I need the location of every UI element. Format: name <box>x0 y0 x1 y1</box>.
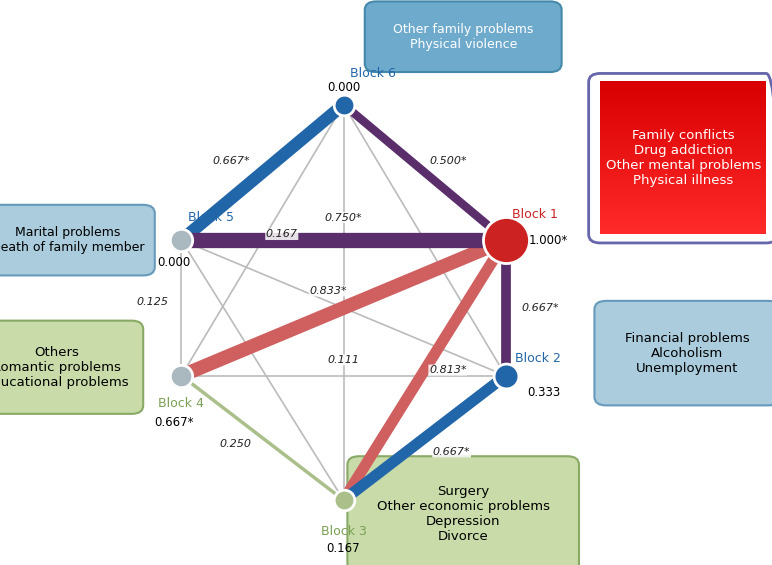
Text: 0.250: 0.250 <box>219 438 252 449</box>
Text: Others
Romantic problems
Educational problems: Others Romantic problems Educational pro… <box>0 346 129 389</box>
Point <box>499 371 512 380</box>
FancyBboxPatch shape <box>594 301 772 406</box>
Text: Block 1: Block 1 <box>512 208 558 221</box>
Text: 0.667*: 0.667* <box>433 447 470 457</box>
Text: 0.667*: 0.667* <box>522 303 559 313</box>
Text: Block 6: Block 6 <box>350 67 396 80</box>
Text: 0.813*: 0.813* <box>429 365 466 375</box>
Text: 0.500*: 0.500* <box>429 156 466 166</box>
FancyBboxPatch shape <box>0 321 144 414</box>
Text: 0.125: 0.125 <box>136 297 168 307</box>
Text: Financial problems
Alcoholism
Unemployment: Financial problems Alcoholism Unemployme… <box>625 332 750 375</box>
Text: Family conflicts
Drug addiction
Other mental problems
Physical illness: Family conflicts Drug addiction Other me… <box>605 129 761 187</box>
FancyBboxPatch shape <box>347 457 579 565</box>
Text: 0.750*: 0.750* <box>325 212 362 223</box>
Text: Marital problems
Death of family member: Marital problems Death of family member <box>0 226 144 254</box>
Text: Block 5: Block 5 <box>188 211 234 224</box>
Text: 0.167: 0.167 <box>327 541 361 555</box>
Text: Surgery
Other economic problems
Depression
Divorce: Surgery Other economic problems Depressi… <box>377 485 550 543</box>
Text: Other family problems
Physical violence: Other family problems Physical violence <box>393 23 533 51</box>
Text: Block 2: Block 2 <box>515 352 561 366</box>
Text: 0.111: 0.111 <box>327 355 360 365</box>
Point <box>337 100 350 109</box>
Text: 0.667*: 0.667* <box>154 415 194 429</box>
Point <box>337 496 350 505</box>
Text: 0.000: 0.000 <box>327 81 361 94</box>
Text: 0.167: 0.167 <box>266 229 298 240</box>
Text: 0.000: 0.000 <box>157 256 191 270</box>
Text: 0.333: 0.333 <box>527 386 561 399</box>
Point <box>175 371 188 380</box>
Text: Block 3: Block 3 <box>320 524 367 538</box>
FancyBboxPatch shape <box>0 205 154 276</box>
Text: 0.667*: 0.667* <box>213 156 250 166</box>
FancyBboxPatch shape <box>364 2 562 72</box>
Text: Block 4: Block 4 <box>158 397 205 411</box>
Text: 1.000*: 1.000* <box>529 233 567 247</box>
Point <box>499 236 512 245</box>
Text: 0.833*: 0.833* <box>310 286 347 296</box>
Point <box>175 236 188 245</box>
